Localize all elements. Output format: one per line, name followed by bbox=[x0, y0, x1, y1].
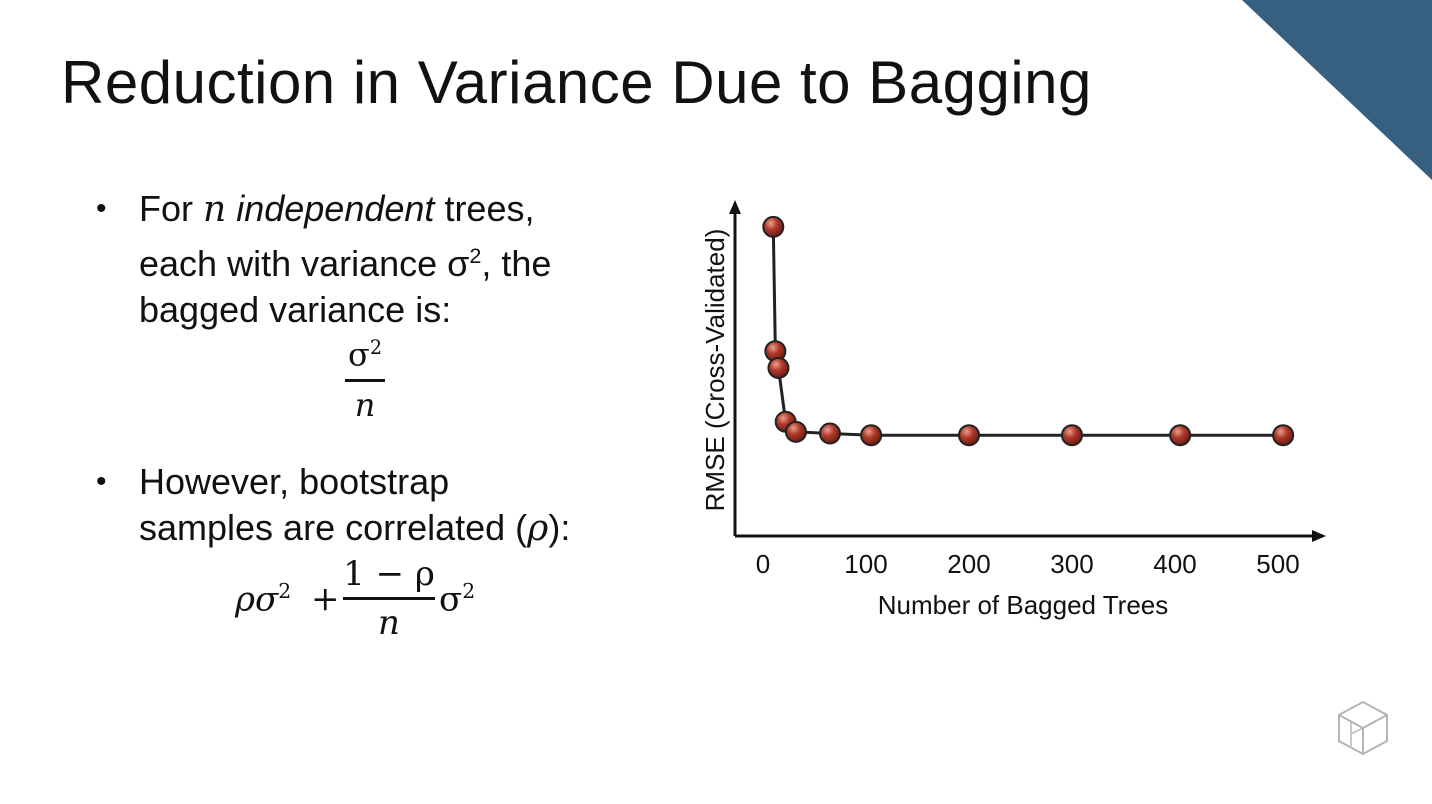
data-point bbox=[1061, 424, 1083, 447]
bullet2-line1: However, bootstrap bbox=[139, 461, 450, 502]
fraction-bar bbox=[343, 597, 435, 600]
data-point bbox=[860, 424, 883, 447]
slide-title: Reduction in Variance Due to Bagging bbox=[61, 49, 1092, 116]
bullet1-line2: each with variance σ2, the bbox=[139, 243, 552, 284]
var-n: n bbox=[203, 189, 227, 230]
y-axis-label: RMSE (Cross-Validated) bbox=[700, 229, 730, 512]
formula-independent-variance: σ2 n bbox=[335, 328, 395, 424]
bullet-dot: • bbox=[96, 465, 107, 498]
bullet-dot: • bbox=[96, 192, 107, 225]
x-tick-label: 400 bbox=[1153, 549, 1196, 579]
data-point bbox=[1272, 424, 1295, 447]
corner-accent-triangle bbox=[1242, 0, 1432, 180]
data-point bbox=[1169, 424, 1192, 447]
data-point bbox=[762, 215, 785, 238]
x-tick-label: 100 bbox=[844, 549, 887, 579]
logo-icon bbox=[1338, 700, 1388, 756]
bullet1-line1: For n independent trees, bbox=[139, 188, 535, 230]
x-tick-label: 200 bbox=[947, 549, 990, 579]
bullet1-line3: bagged variance is: bbox=[139, 289, 452, 330]
data-point bbox=[958, 424, 980, 447]
formula-correlated-variance: ρσ2 + 1 − ρ n σ2 bbox=[235, 554, 476, 643]
rmse-vs-trees-chart: 0 100 200 300 400 500 Number of Bagged Trees RM… bbox=[700, 200, 1326, 620]
x-axis-arrow bbox=[1312, 530, 1326, 542]
y-axis-arrow bbox=[729, 200, 741, 214]
italic-independent: independent bbox=[236, 188, 435, 229]
data-point bbox=[818, 422, 841, 445]
data-point bbox=[767, 357, 790, 379]
x-axis-label: Number of Bagged Trees bbox=[878, 590, 1169, 620]
bullet2-line2: samples are correlated (ρ): bbox=[139, 507, 571, 549]
x-tick-label: 300 bbox=[1050, 549, 1093, 579]
rmse-series-line bbox=[771, 226, 1284, 437]
fraction-bar bbox=[345, 378, 385, 382]
x-tick-label: 500 bbox=[1256, 549, 1299, 579]
x-tick-label: 0 bbox=[756, 549, 770, 579]
data-point bbox=[784, 420, 807, 443]
